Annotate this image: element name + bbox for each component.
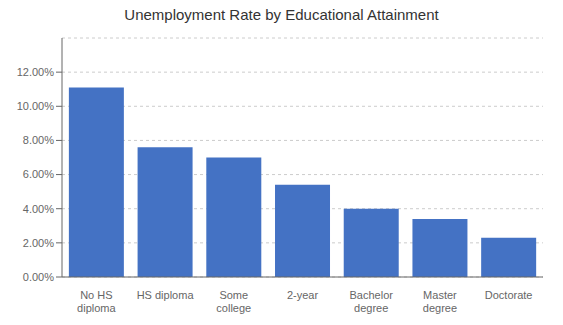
svg-text:2-year: 2-year <box>287 289 319 301</box>
svg-text:12.00%: 12.00% <box>17 66 55 78</box>
svg-text:6.00%: 6.00% <box>23 168 54 180</box>
svg-text:0.00%: 0.00% <box>23 271 54 283</box>
svg-text:10.00%: 10.00% <box>17 100 55 112</box>
svg-text:No HSdiploma: No HSdiploma <box>77 289 116 314</box>
svg-text:HS diploma: HS diploma <box>137 289 195 301</box>
html-text:Unemployment Rate by Education: Unemployment Rate by Educational Attainm… <box>124 6 439 23</box>
svg-text:2.00%: 2.00% <box>23 237 54 249</box>
svg-text:Bachelordegree: Bachelordegree <box>350 289 394 314</box>
svg-text:Masterdegree: Masterdegree <box>423 289 457 314</box>
svg-text:Doctorate: Doctorate <box>485 289 533 301</box>
svg-text:8.00%: 8.00% <box>23 134 54 146</box>
svg-text:4.00%: 4.00% <box>23 203 54 215</box>
svg-text:Somecollege: Somecollege <box>216 289 251 314</box>
